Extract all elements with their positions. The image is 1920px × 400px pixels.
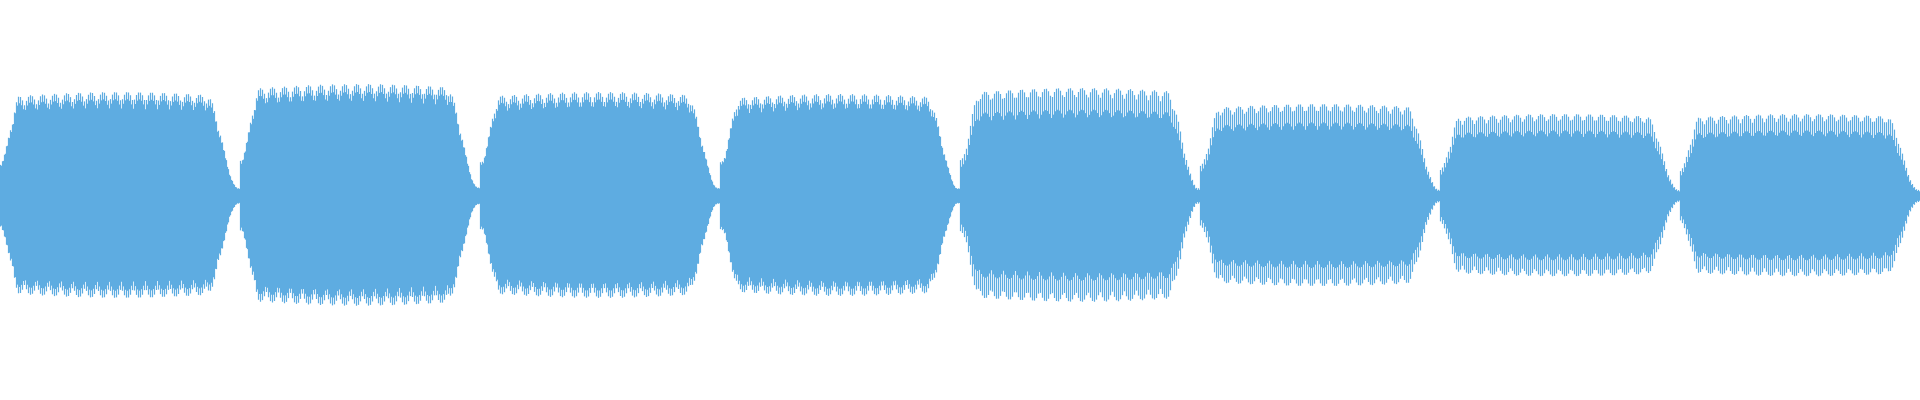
- waveform: [0, 84, 1920, 306]
